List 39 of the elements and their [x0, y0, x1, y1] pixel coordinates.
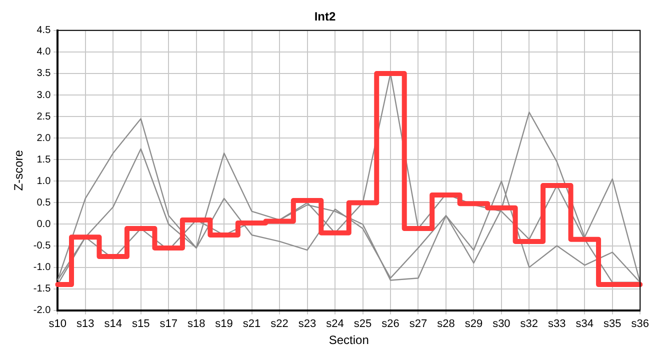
x-tick-label: s17 — [160, 318, 178, 330]
y-tick-label: 1.0 — [36, 176, 52, 187]
y-tick-label: 0.0 — [36, 218, 52, 230]
x-tick-label: s30 — [492, 318, 510, 330]
x-tick-label: s29 — [464, 318, 483, 330]
y-tick-label: -0.5 — [33, 240, 52, 252]
y-tick-label: 1.5 — [36, 154, 52, 166]
y-tick-label: 0.5 — [36, 197, 52, 208]
x-tick-label: s14 — [104, 318, 122, 330]
y-tick-label: 4.0 — [36, 46, 52, 58]
x-tick-label: s21 — [242, 318, 261, 330]
y-tick-label: -1.0 — [33, 262, 52, 274]
y-tick-label: 2.0 — [36, 132, 52, 144]
x-tick-label: s24 — [326, 318, 344, 330]
x-tick-label: s13 — [76, 318, 94, 330]
y-tick-label: 4.5 — [36, 25, 52, 36]
y-tick-label: 2.5 — [36, 111, 52, 122]
x-tick-label: s32 — [520, 318, 538, 330]
x-tick-label: s25 — [354, 318, 372, 330]
x-tick-label: s34 — [576, 318, 594, 330]
y-tick-label: 3.5 — [36, 68, 52, 80]
x-tick-label: s18 — [187, 318, 206, 330]
x-tick-label: s28 — [437, 318, 455, 330]
x-tick-label: s23 — [298, 318, 316, 330]
x-axis-title: Section — [328, 333, 369, 348]
x-tick-label: s27 — [409, 318, 428, 330]
x-tick-label: s33 — [548, 318, 566, 330]
y-axis-title: Z-score — [12, 150, 26, 191]
x-tick-label: s22 — [270, 318, 288, 330]
x-tick-label: s26 — [382, 318, 400, 330]
y-tick-label: 3.0 — [36, 90, 52, 101]
x-tick-label: s35 — [604, 318, 622, 330]
x-tick-label: s19 — [215, 318, 233, 330]
x-tick-label: s36 — [631, 318, 650, 330]
y-tick-label: -1.5 — [33, 284, 52, 295]
x-tick-label: s15 — [132, 318, 150, 330]
x-tick-label: s10 — [48, 318, 67, 330]
chart-title: Int2 — [314, 10, 336, 24]
y-tick-label: -2.0 — [33, 305, 52, 316]
